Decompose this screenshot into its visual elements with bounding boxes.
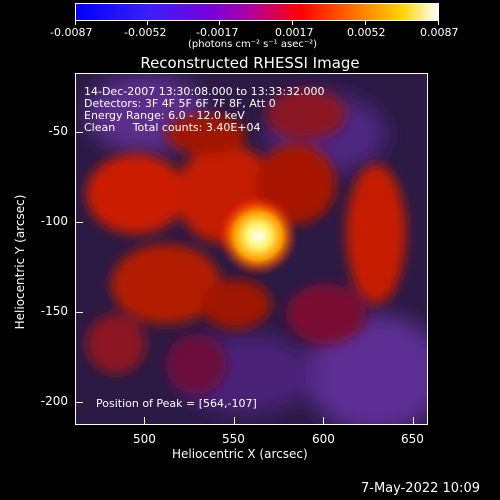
- y-tick: [75, 312, 83, 313]
- x-tick: [234, 417, 235, 425]
- x-tick: [323, 417, 324, 425]
- colorbar-tick: [75, 21, 76, 25]
- x-axis-label: Heliocentric X (arcsec): [172, 447, 308, 461]
- colorbar: [75, 3, 439, 21]
- x-tick-label: 600: [312, 432, 335, 446]
- info-peak-position: Position of Peak = [564,-107]: [96, 397, 257, 410]
- x-tick-label: 550: [222, 432, 245, 446]
- y-tick-label: -150: [40, 304, 68, 318]
- y-axis-label: Heliocentric Y (arcsec): [13, 194, 27, 330]
- colorbar-units: (photons cm⁻² s⁻¹ asec⁻²): [188, 39, 318, 50]
- colorbar-tick-label: -0.0052: [124, 26, 167, 39]
- colorbar-tick: [147, 21, 148, 25]
- info-detectors: Detectors: 3F 4F 5F 6F 7F 8F, Att 0: [84, 97, 276, 110]
- colorbar-tick-label: 0.0052: [347, 26, 386, 39]
- x-tick-label: 650: [401, 432, 424, 446]
- colorbar-tick: [365, 21, 366, 25]
- colorbar-tick: [292, 21, 293, 25]
- flare-peak: [218, 196, 298, 276]
- rhessi-image: [76, 74, 427, 424]
- footer-date: 7-May-2022 10:09: [361, 481, 480, 496]
- info-energy-range: Energy Range: 6.0 - 12.0 keV: [84, 109, 245, 122]
- x-tick: [413, 417, 414, 425]
- y-tick: [75, 222, 83, 223]
- y-tick: [75, 402, 83, 403]
- y-tick-label: -100: [40, 214, 68, 228]
- x-tick: [144, 417, 145, 425]
- y-tick: [75, 132, 83, 133]
- info-time-range: 14-Dec-2007 13:30:08.000 to 13:33:32.000: [84, 85, 325, 98]
- colorbar-tick-label: 0.0087: [420, 26, 459, 39]
- y-tick-label: -200: [40, 394, 68, 408]
- colorbar-tick: [219, 21, 220, 25]
- colorbar-tick: [438, 21, 439, 25]
- colorbar-tick-label: -0.0087: [50, 26, 93, 39]
- x-tick-label: 500: [133, 432, 156, 446]
- image-plot: 14-Dec-2007 13:30:08.000 to 13:33:32.000…: [75, 73, 428, 425]
- info-clean-counts: Clean Total counts: 3.40E+04: [84, 121, 261, 134]
- colorbar-tick-label: 0.0017: [275, 26, 314, 39]
- y-tick-label: -50: [48, 124, 68, 138]
- colorbar-tick-label: -0.0017: [196, 26, 239, 39]
- plot-title: Reconstructed RHESSI Image: [140, 54, 360, 72]
